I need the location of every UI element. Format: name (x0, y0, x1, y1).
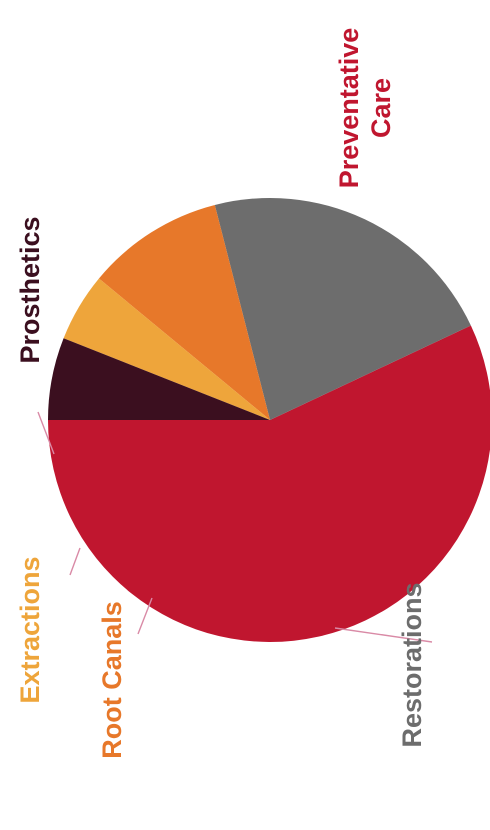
pie-slice-restorations (214, 197, 471, 420)
slice-label-line: Restorations (397, 582, 427, 747)
leader-lines (37, 411, 433, 643)
leader-line-root-canals (137, 597, 153, 635)
slice-label-extractions: Extractions (15, 556, 45, 703)
pie-slice-preventative-care (48, 325, 490, 642)
slice-labels: PreventativeCare Restorations Root Canals E… (15, 28, 427, 759)
leader-line-restorations (334, 627, 433, 643)
slice-label-line: Preventative (334, 28, 364, 189)
leader-line-prosthetics (37, 411, 55, 455)
slice-label-line: Prosthetics (15, 216, 45, 363)
pie-slice-extractions (63, 278, 271, 420)
pie-slice-root-canals (98, 204, 270, 420)
slice-label-prosthetics: Prosthetics (15, 216, 45, 363)
slice-label-line: Care (366, 78, 396, 138)
slice-label-root-canals: Root Canals (97, 601, 127, 759)
pie-slices (48, 197, 490, 642)
pie-slice-prosthetics (48, 338, 270, 420)
slice-label-line: Extractions (15, 556, 45, 703)
slice-label-line: Root Canals (97, 601, 127, 759)
slice-label-preventative-care: PreventativeCare (334, 28, 396, 189)
leader-line-extractions (69, 547, 81, 576)
slice-label-restorations: Restorations (397, 582, 427, 747)
